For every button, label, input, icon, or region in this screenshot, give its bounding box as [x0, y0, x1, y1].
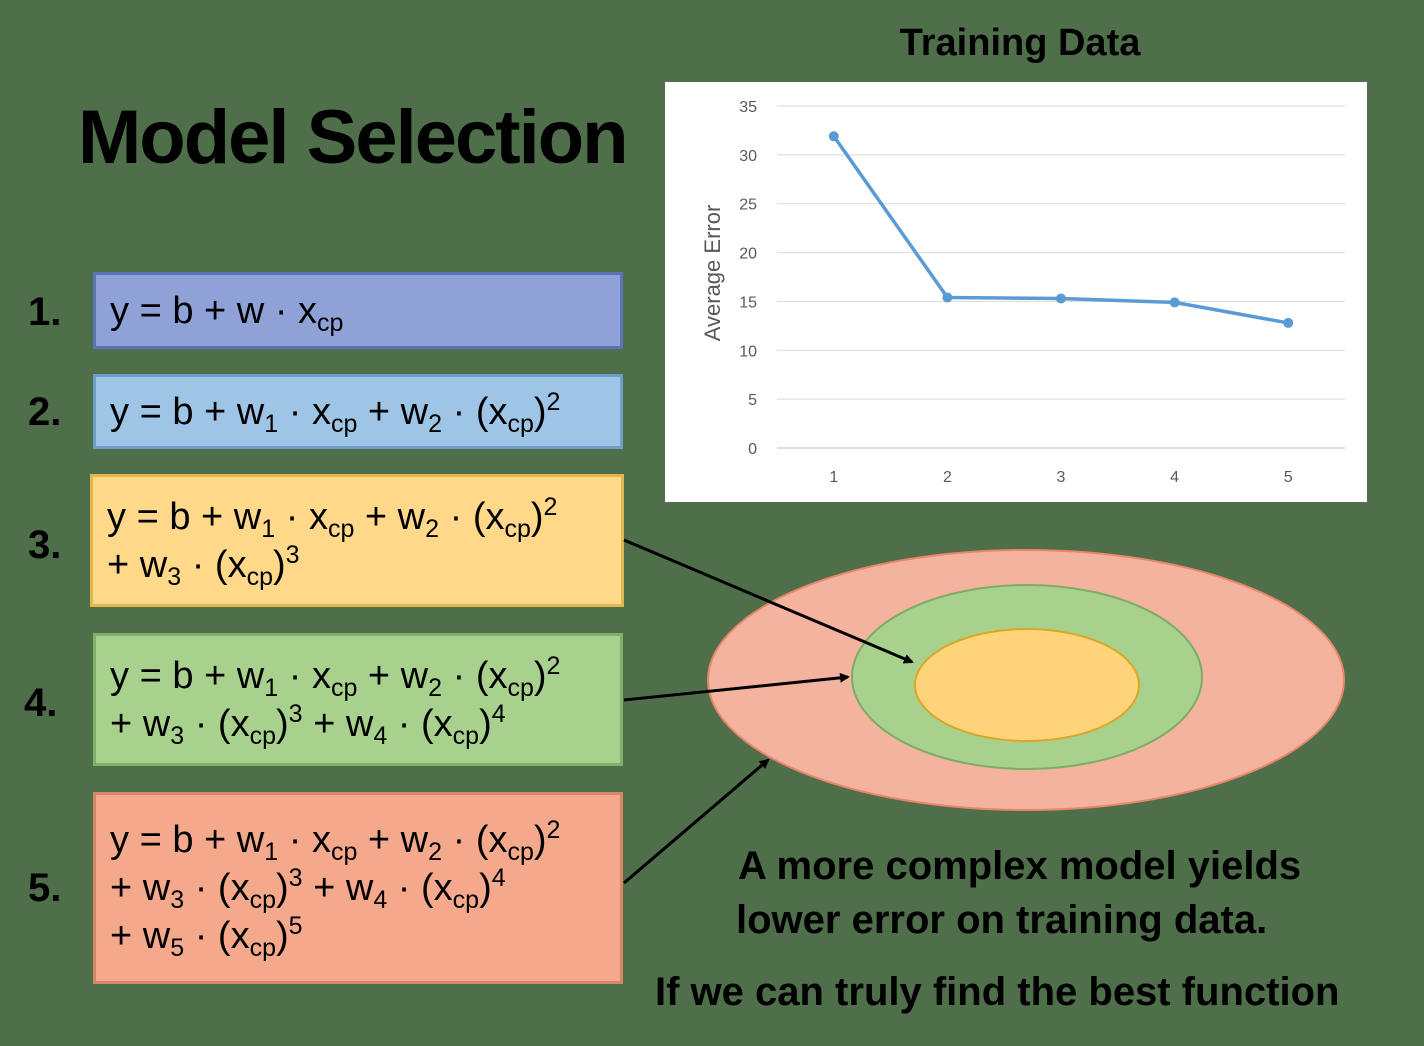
equation-line: y = b + w1 · xcp + w2 · (xcp)2	[107, 492, 558, 543]
model-box-5: y = b + w1 · xcp + w2 · (xcp)2 + w3 · (x…	[93, 792, 623, 984]
x-tick-label: 1	[829, 469, 838, 486]
line-chart: 0 5 10 15 20 25 30 35 1 2 3 4 5 Average Error	[700, 99, 1345, 486]
model-number-5: 5.	[28, 866, 62, 910]
y-tick-label: 10	[739, 343, 757, 360]
model-number-1: 1.	[28, 290, 62, 334]
equation-line: y = b + w1 · xcp + w2 · (xcp)2	[110, 816, 561, 866]
x-tick-label: 4	[1170, 469, 1179, 486]
data-point	[942, 292, 953, 303]
data-point	[1283, 317, 1294, 328]
data-point	[1056, 293, 1066, 304]
equation-line: + w3 · (xcp)3 + w4 · (xcp)4	[110, 864, 506, 914]
model-box-3: y = b + w1 · xcp + w2 · (xcp)2 + w3 · (x…	[90, 474, 624, 607]
page-title: Model Selection	[78, 95, 629, 180]
arrow-model-3	[623, 538, 914, 664]
x-tick-label: 3	[1057, 469, 1066, 486]
model-box-4: y = b + w1 · xcp + w2 · (xcp)2 + w3 · (x…	[93, 633, 623, 766]
caption-line-1: A more complex model yields	[738, 844, 1302, 888]
y-tick-label: 15	[739, 294, 757, 311]
y-tick-label: 35	[739, 99, 757, 116]
model-number-4: 4.	[24, 681, 58, 725]
y-axis-label: Average Error	[700, 205, 725, 342]
equation-line: y = b + w1 · xcp + w2 · (xcp)2	[110, 387, 561, 438]
model-number-3: 3.	[28, 523, 62, 567]
equation-line: + w3 · (xcp)3 + w4 · (xcp)4	[110, 699, 506, 750]
arrow-model-4	[623, 672, 850, 702]
equation-line: y = b + w1 · xcp + w2 · (xcp)2	[110, 651, 561, 702]
arrow-model-5	[623, 758, 770, 885]
model-number-2: 2.	[28, 390, 62, 434]
data-point	[828, 131, 839, 142]
data-point	[1169, 297, 1180, 308]
inner-set-ellipse	[914, 628, 1140, 742]
equation-line: + w5 · (xcp)5	[110, 912, 303, 962]
y-tick-label: 30	[739, 148, 757, 165]
model-box-1: y = b + w · xcp	[93, 272, 623, 349]
chart-title: Training Data	[899, 22, 1141, 64]
y-tick-label: 25	[739, 197, 757, 214]
equation-line: y = b + w · xcp	[110, 289, 344, 337]
model-box-2: y = b + w1 · xcp + w2 · (xcp)2	[93, 374, 623, 449]
y-tick-label: 0	[748, 441, 757, 458]
y-tick-label: 20	[739, 246, 757, 263]
x-tick-label: 5	[1284, 469, 1293, 486]
equation-line: + w3 · (xcp)3	[107, 540, 300, 591]
caption-line-3: If we can truly find the best function	[655, 970, 1340, 1014]
chart-panel: 0 5 10 15 20 25 30 35 1 2 3 4 5 Average Error	[665, 82, 1367, 502]
x-tick-label: 2	[943, 469, 952, 486]
y-tick-label: 5	[748, 392, 757, 409]
caption-line-2: lower error on training data.	[736, 898, 1268, 942]
